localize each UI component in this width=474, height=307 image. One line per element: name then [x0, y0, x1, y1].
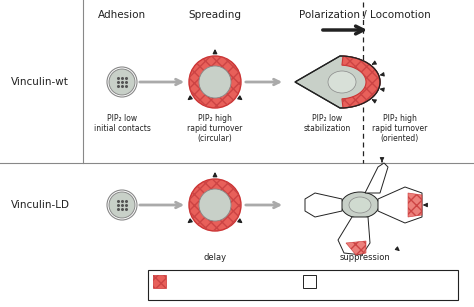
Text: PIP₂ high: PIP₂ high: [383, 114, 417, 123]
Text: suppression: suppression: [340, 253, 391, 262]
Polygon shape: [408, 193, 422, 217]
Circle shape: [189, 179, 241, 231]
Polygon shape: [378, 187, 422, 223]
Ellipse shape: [107, 190, 137, 220]
Ellipse shape: [109, 69, 135, 95]
Text: Vinculin-LD: Vinculin-LD: [10, 200, 70, 210]
Text: high adhesion turnover
high actin dynamics: high adhesion turnover high actin dynami…: [170, 274, 252, 287]
Text: rapid turnover
(circular): rapid turnover (circular): [187, 124, 243, 143]
Ellipse shape: [349, 197, 371, 213]
Polygon shape: [346, 241, 366, 255]
Text: stable adhesions connected to
contractile actin bundles: stable adhesions connected to contractil…: [320, 274, 427, 287]
Text: Vinculin-wt: Vinculin-wt: [11, 77, 69, 87]
Polygon shape: [295, 56, 380, 108]
Polygon shape: [338, 217, 370, 255]
Text: PIP₂ low: PIP₂ low: [312, 114, 342, 123]
Polygon shape: [365, 163, 388, 193]
FancyBboxPatch shape: [303, 275, 316, 288]
Polygon shape: [305, 193, 342, 217]
Circle shape: [189, 56, 241, 108]
Text: PIP₂ low: PIP₂ low: [107, 114, 137, 123]
Text: Polarization / Locomotion: Polarization / Locomotion: [299, 10, 431, 20]
Circle shape: [199, 189, 231, 221]
FancyBboxPatch shape: [153, 275, 166, 288]
Ellipse shape: [328, 71, 356, 93]
Ellipse shape: [107, 67, 137, 97]
Text: delay: delay: [203, 253, 227, 262]
Text: Adhesion: Adhesion: [98, 10, 146, 20]
Ellipse shape: [109, 192, 135, 218]
Text: stabilization: stabilization: [303, 124, 351, 133]
Circle shape: [199, 66, 231, 98]
Ellipse shape: [341, 192, 379, 218]
Text: initial contacts: initial contacts: [93, 124, 150, 133]
Text: Spreading: Spreading: [189, 10, 241, 20]
Text: rapid turnover
(oriented): rapid turnover (oriented): [372, 124, 428, 143]
FancyBboxPatch shape: [148, 270, 458, 300]
Polygon shape: [342, 56, 380, 108]
Text: PIP₂ high: PIP₂ high: [198, 114, 232, 123]
